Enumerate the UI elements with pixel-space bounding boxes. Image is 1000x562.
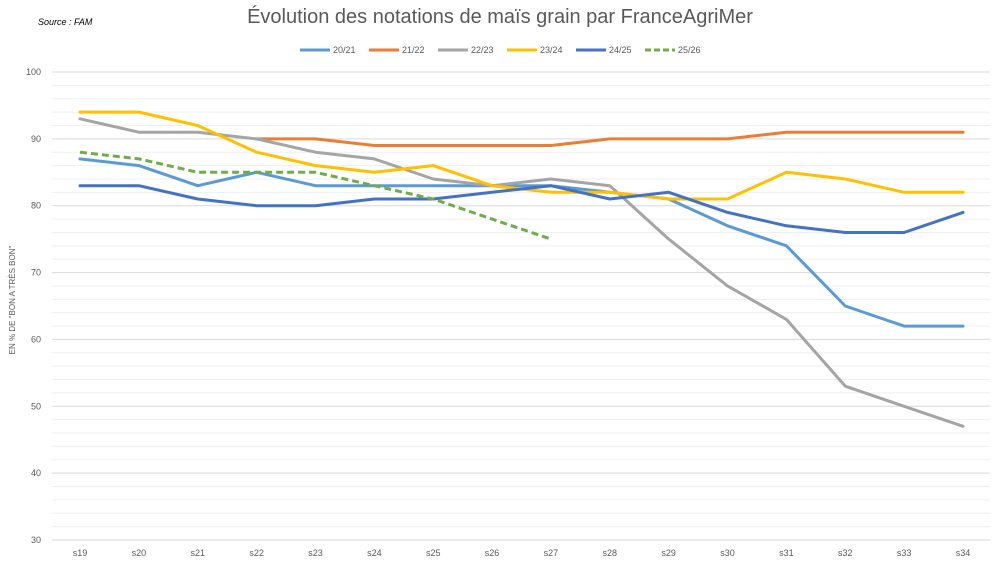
series-line-21-22 [255,130,965,147]
x-tick-label: s32 [838,548,853,558]
x-tick-label: s26 [485,548,500,558]
series-line-22-23 [78,117,965,428]
x-tick-label: s19 [73,548,88,558]
x-tick-label: s31 [779,548,794,558]
chart-grid [52,71,990,541]
series-line-25-26 [79,150,552,241]
legend-label: 23/24 [540,45,563,55]
y-tick-label: 60 [31,334,41,344]
chart-title: Évolution des notations de maïs grain pa… [247,6,753,28]
x-tick-label: s22 [249,548,264,558]
x-axis-ticks: s19 s20 s21 s22 s23 s24 s25 s26 s27 s28 s29 s30 s31 s… [73,548,971,558]
legend-label: 22/23 [471,45,494,55]
series-line-24-25 [78,184,965,234]
y-tick-label: 50 [31,401,41,411]
legend-label: 25/26 [678,45,701,55]
legend-label: 24/25 [609,45,632,55]
x-tick-label: s20 [132,548,147,558]
y-axis-label: EN % DE "BON A TRÈS BON" [8,246,17,355]
x-tick-label: s33 [897,548,912,558]
legend-label: 20/21 [333,45,356,55]
y-tick-label: 40 [31,468,41,478]
y-tick-label: 90 [31,134,41,144]
x-tick-label: s24 [367,548,382,558]
chart-series [78,110,965,428]
y-tick-label: 30 [31,535,41,545]
x-tick-label: s30 [720,548,735,558]
x-tick-label: s34 [956,548,971,558]
y-tick-label: 70 [31,268,41,278]
x-tick-label: s28 [603,548,618,558]
x-tick-label: s29 [661,548,676,558]
series-line-20-21 [78,157,965,328]
y-axis-ticks: 30 40 50 60 70 80 90 100 [26,67,41,545]
x-tick-label: s21 [190,548,205,558]
x-tick-label: s27 [544,548,559,558]
y-tick-label: 100 [26,67,41,77]
source-note: Source : FAM [38,17,93,27]
chart-legend: 20/21 21/22 22/23 23/24 24/25 25/26 [300,45,701,55]
legend-label: 21/22 [402,45,425,55]
x-tick-label: s23 [308,548,323,558]
x-tick-label: s25 [426,548,441,558]
y-tick-label: 80 [31,201,41,211]
